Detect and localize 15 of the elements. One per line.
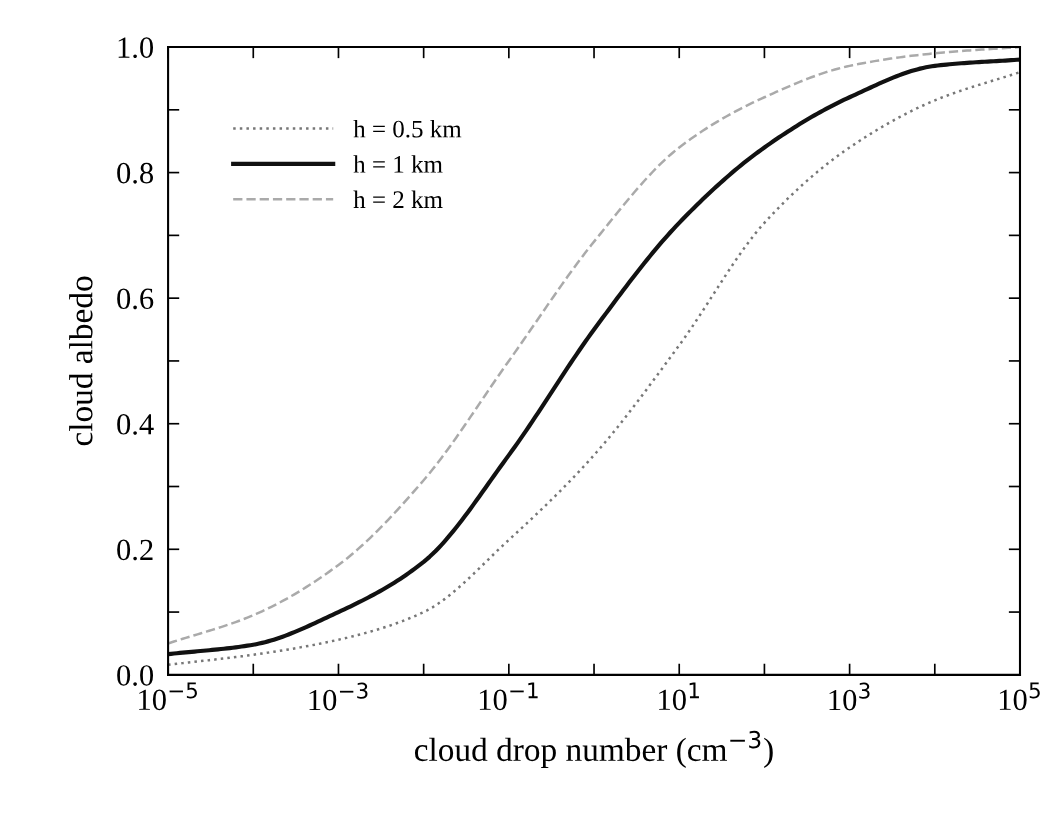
x-tick-label: 10$^{5}$ [999, 682, 1040, 711]
legend-label: h = 0.5 km [353, 119, 462, 138]
y-tick-label: 0.8 [117, 162, 154, 184]
y-tick-label: 1.0 [118, 37, 154, 59]
x-tick-label: 10$^{−3}$ [309, 682, 368, 711]
x-tick-label: 10$^{3}$ [829, 682, 870, 711]
x-tick-label: 10$^{−1}$ [479, 682, 538, 711]
y-tick-label: 0.2 [117, 539, 153, 561]
legend-label: h = 2 km [353, 190, 443, 208]
x-tick-label: 10$^{1}$ [659, 682, 699, 711]
y-tick-label: 0.4 [117, 414, 154, 435]
x-axis-title: cloud drop number (cm$^{−3}$) [414, 730, 773, 768]
legend-label: h = 1 km [353, 155, 443, 173]
y-tick-label: 0.6 [117, 288, 154, 310]
y-axis-title: cloud albedo [69, 276, 93, 446]
